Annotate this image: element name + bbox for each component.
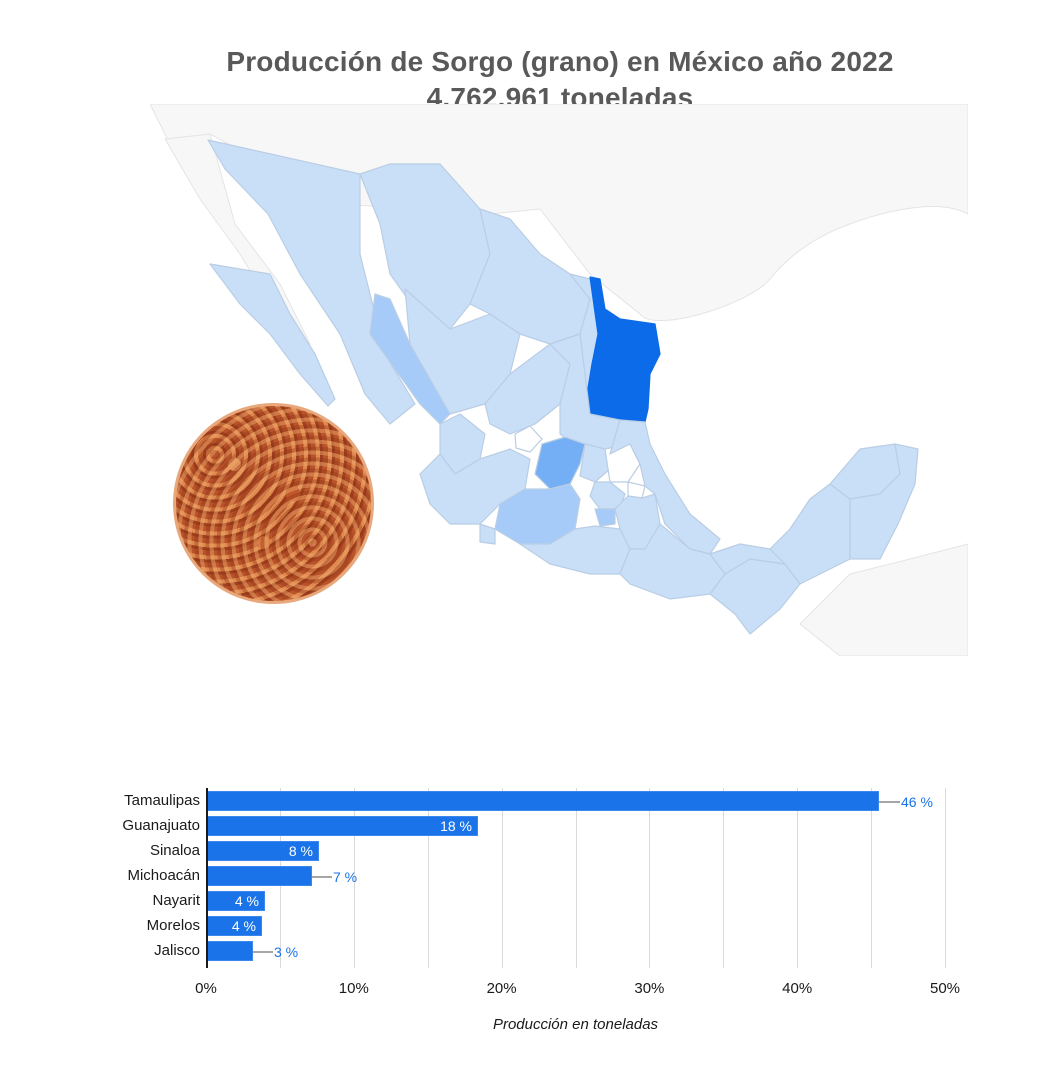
state-quintana-roo bbox=[849, 443, 919, 560]
leader-line bbox=[879, 801, 900, 803]
category-label: Sinaloa bbox=[149, 842, 200, 859]
state-baja-california-sur bbox=[209, 263, 336, 407]
category-label: Jalisco bbox=[154, 942, 200, 959]
bar-michoacan bbox=[207, 866, 312, 886]
production-bar-chart: 46 % 18 % 8 % 7 % 4 % 4 % 3 % bbox=[0, 780, 1045, 1040]
leader-line bbox=[253, 951, 273, 953]
state-aguascalientes bbox=[514, 425, 543, 453]
y-axis-line bbox=[206, 788, 208, 968]
gridline-10 bbox=[353, 788, 355, 968]
state-sonora bbox=[207, 139, 416, 425]
bar-value-label: 4 % bbox=[234, 893, 259, 909]
x-tick-label: 0% bbox=[195, 980, 217, 997]
bar-value-label: 8 % bbox=[288, 843, 313, 859]
gridline-40 bbox=[797, 788, 799, 968]
state-colima bbox=[479, 523, 496, 545]
gridline-20 bbox=[501, 788, 503, 968]
x-tick-label: 50% bbox=[929, 980, 961, 997]
category-label: Guanajuato bbox=[122, 817, 200, 834]
x-tick-label: 20% bbox=[486, 980, 517, 997]
state-morelos bbox=[594, 508, 616, 527]
central-america-region bbox=[799, 543, 968, 656]
x-tick-label: 10% bbox=[338, 980, 369, 997]
state-tamaulipas bbox=[586, 276, 661, 423]
title-line-1: Producción de Sorgo (grano) en México añ… bbox=[226, 46, 894, 77]
bar-value-label: 18 % bbox=[440, 818, 472, 834]
gridline-35 bbox=[723, 788, 725, 968]
mexico-choropleth-map bbox=[150, 104, 968, 656]
sorghum-grain-image bbox=[176, 406, 371, 601]
gridline-30 bbox=[649, 788, 651, 968]
category-label: Tamaulipas bbox=[124, 792, 200, 809]
category-label: Michoacán bbox=[127, 867, 200, 884]
gridline-25 bbox=[575, 788, 577, 968]
state-sinaloa bbox=[369, 293, 451, 425]
bar-tamaulipas bbox=[207, 791, 879, 811]
gridline-45 bbox=[871, 788, 873, 968]
gridline-15 bbox=[427, 788, 429, 968]
state-queretaro bbox=[579, 443, 611, 483]
bar-value-label: 3 % bbox=[274, 944, 299, 960]
x-tick-label: 40% bbox=[782, 980, 813, 997]
bar-value-label: 46 % bbox=[901, 794, 933, 810]
bar-jalisco bbox=[207, 941, 253, 961]
usa-region bbox=[150, 104, 968, 322]
bar-value-label: 7 % bbox=[333, 869, 358, 885]
category-label: Morelos bbox=[146, 917, 200, 934]
category-label: Nayarit bbox=[152, 892, 200, 909]
leader-line bbox=[312, 876, 332, 878]
state-michoacan bbox=[494, 483, 581, 545]
bar-value-label: 4 % bbox=[231, 918, 256, 934]
plot-area: 46 % 18 % 8 % 7 % 4 % 4 % 3 % bbox=[206, 788, 946, 968]
x-axis-title: Producción en toneladas bbox=[492, 1016, 659, 1033]
state-guanajuato bbox=[534, 436, 586, 490]
x-tick-label: 30% bbox=[634, 980, 665, 997]
chart-title: Producción de Sorgo (grano) en México añ… bbox=[150, 44, 970, 116]
gridline-50 bbox=[945, 788, 946, 968]
